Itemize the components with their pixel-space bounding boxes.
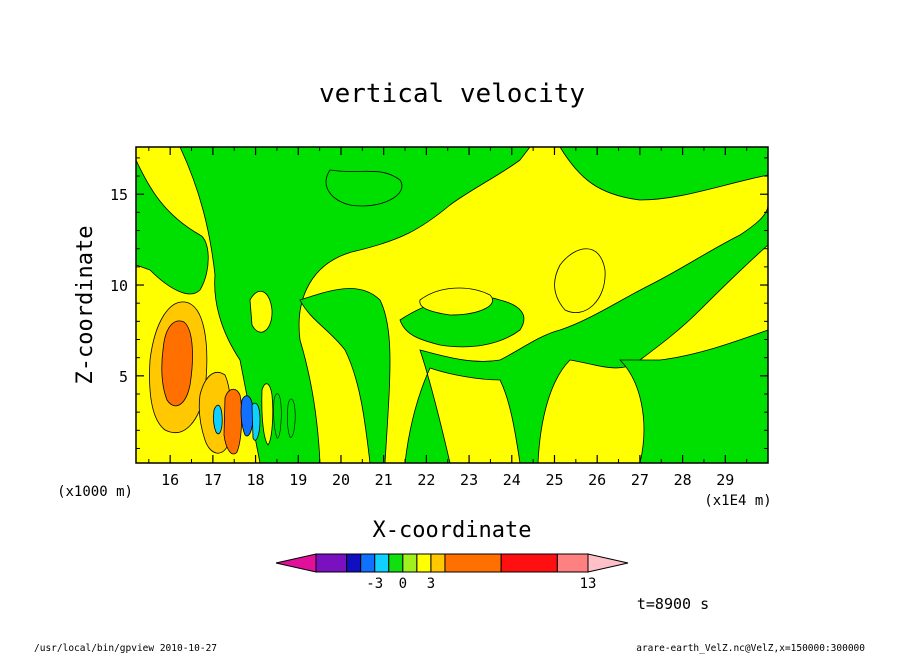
x-tick-label: 24 (503, 471, 521, 489)
contour-field (136, 147, 768, 463)
updraft-orange (161, 320, 193, 407)
yellow-island (419, 287, 493, 316)
colorbar-label: 0 (399, 576, 407, 592)
updraft-yellow (261, 383, 274, 446)
x-tick-label: 18 (247, 471, 265, 489)
colorbar-segment (360, 553, 376, 573)
x-tick-label: 20 (332, 471, 350, 489)
y-tick-label: 15 (110, 186, 128, 204)
colorbar-segment (374, 553, 390, 573)
x-tick-label: 28 (674, 471, 692, 489)
green-region (325, 169, 403, 207)
colorbar-segment (430, 553, 446, 573)
colorbar-segment (315, 553, 348, 573)
colorbar: -3 0 3 13 (275, 553, 629, 592)
colorbar-segment (444, 553, 502, 573)
x-axis-label: X-coordinate (373, 518, 532, 543)
green-wave (273, 393, 282, 439)
x-tick-label: 23 (460, 471, 478, 489)
green-region (136, 159, 209, 295)
x-tick-label: 17 (204, 471, 222, 489)
x-tick-label: 29 (716, 471, 734, 489)
colorbar-low-extend (275, 553, 317, 573)
time-label: t=8900 s (637, 595, 709, 613)
colorbar-segment (402, 553, 418, 573)
updraft-orange (223, 388, 243, 455)
footer-right: arare-earth_VelZ.nc@VelZ,x=150000:300000 (636, 643, 865, 654)
colorbar-segment (500, 553, 558, 573)
x-axis-units: (x1E4 m) (704, 493, 771, 509)
y-tick-label: 5 (119, 368, 128, 386)
yellow-island (554, 248, 606, 313)
downdraft-cyan (251, 402, 261, 441)
yellow-island (249, 290, 273, 333)
y-axis-label: Z-coordinate (73, 226, 98, 385)
green-region (559, 147, 768, 201)
footer-left: /usr/local/bin/gpview 2010-10-27 (34, 643, 217, 654)
y-axis: 5 10 15 (110, 157, 768, 449)
colorbar-segment (556, 553, 589, 573)
x-tick-label: 22 (417, 471, 435, 489)
x-tick-label: 27 (631, 471, 649, 489)
colorbar-segment (416, 553, 432, 573)
y-tick-label: 10 (110, 277, 128, 295)
x-tick-label: 19 (289, 471, 307, 489)
downdraft-blue (240, 395, 254, 437)
chart-title: vertical velocity (319, 79, 585, 109)
plot-frame (135, 146, 769, 464)
colorbar-high-extend (587, 553, 629, 573)
green-region (619, 329, 768, 463)
colorbar-segment (388, 553, 404, 573)
green-region (299, 204, 768, 463)
downdraft-cyan (213, 404, 223, 435)
colorbar-segment (346, 553, 362, 573)
x-tick-label: 25 (545, 471, 563, 489)
x-tick-label: 21 (375, 471, 393, 489)
x-tick-label: 26 (588, 471, 606, 489)
colorbar-label: 13 (580, 576, 597, 592)
y-axis-units: (x1000 m) (57, 484, 133, 500)
x-tick-label: 16 (161, 471, 179, 489)
colorbar-label: -3 (366, 576, 383, 592)
green-wave (287, 398, 296, 438)
colorbar-label: 3 (427, 576, 435, 592)
x-axis: 16 17 18 19 20 21 22 23 24 25 26 27 28 29 (148, 147, 748, 489)
